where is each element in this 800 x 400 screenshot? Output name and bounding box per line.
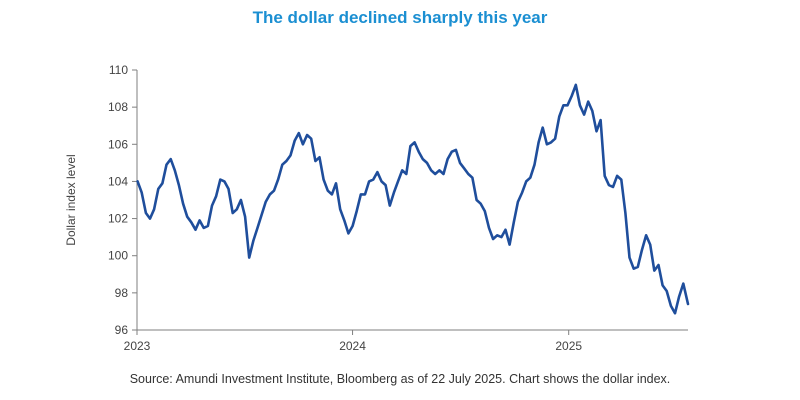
chart-title: The dollar declined sharply this year bbox=[252, 8, 548, 27]
series-line bbox=[136, 83, 690, 315]
y-tick-label: 100 bbox=[108, 249, 128, 263]
y-tick-label: 96 bbox=[115, 323, 129, 337]
y-tick-label: 110 bbox=[109, 63, 128, 77]
x-tick-label: 2025 bbox=[555, 339, 582, 353]
y-tick-label: 106 bbox=[108, 137, 128, 151]
x-axis-ticks: 2023 2024 2025 bbox=[124, 330, 582, 353]
y-tick-label: 108 bbox=[108, 100, 128, 114]
y-tick-label: 104 bbox=[108, 174, 128, 188]
y-axis-label: Dollar index level bbox=[64, 154, 78, 245]
x-tick-label: 2024 bbox=[339, 339, 366, 353]
y-tick-label: 102 bbox=[108, 212, 128, 226]
x-tick-label: 2023 bbox=[124, 339, 151, 353]
y-tick-label: 98 bbox=[115, 286, 129, 300]
y-axis-ticks: 96 98 100 102 104 106 108 110 bbox=[108, 63, 137, 337]
source-note: Source: Amundi Investment Institute, Blo… bbox=[129, 372, 671, 386]
